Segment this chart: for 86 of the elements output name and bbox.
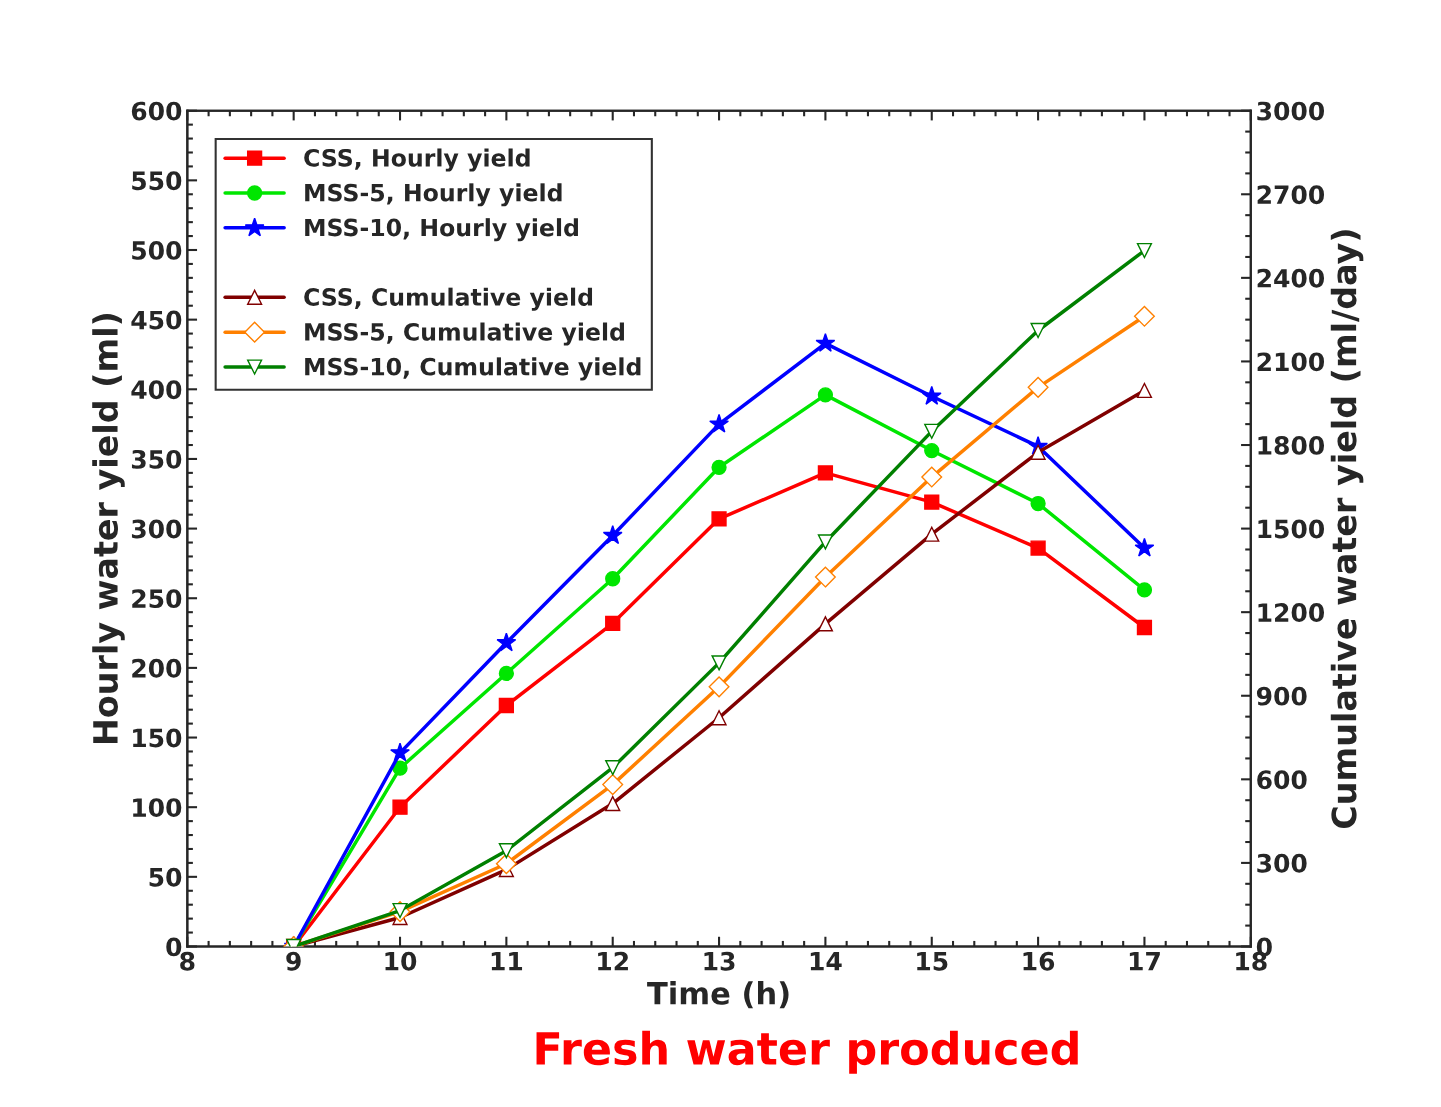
point <box>1030 540 1046 556</box>
point <box>1134 537 1155 557</box>
point <box>602 774 624 796</box>
y2-tick-label: 1500 <box>1258 519 1325 539</box>
point <box>1027 376 1049 398</box>
x-tick-label: 10 <box>385 951 417 971</box>
y2-tick-label: 1200 <box>1258 603 1325 623</box>
point <box>817 387 834 403</box>
point <box>496 632 517 652</box>
point <box>708 676 730 698</box>
point <box>498 697 515 714</box>
point <box>1133 305 1155 327</box>
point <box>1030 444 1046 460</box>
y-tick-label: 50 <box>149 867 182 887</box>
y-tick-label: 100 <box>133 798 182 818</box>
legend-label: MSS-5, Hourly yield <box>305 183 562 207</box>
y2-tick-label: 900 <box>1256 686 1307 706</box>
y2-tick-label: 3000 <box>1257 101 1325 121</box>
point <box>815 332 836 352</box>
y-tick-label: 150 <box>133 728 182 748</box>
text: Fresh water produced <box>536 1030 1078 1074</box>
y-tick-label: 0 <box>166 937 182 957</box>
point <box>602 525 623 545</box>
x-tick-label: 17 <box>1129 952 1160 971</box>
point <box>498 843 515 859</box>
y-axis-title: Hourly water yield (ml) <box>92 314 125 743</box>
point <box>817 534 834 550</box>
y-tick-label: 450 <box>131 310 182 330</box>
x-tick-label: 11 <box>491 952 523 971</box>
x-tick-label: 12 <box>598 951 628 971</box>
point <box>921 385 942 405</box>
point <box>495 853 517 875</box>
point <box>1136 619 1153 636</box>
point <box>924 526 940 542</box>
point <box>605 759 621 776</box>
x-tick-label: 8 <box>180 951 195 971</box>
point <box>711 459 727 475</box>
y-tick-label: 400 <box>131 380 182 400</box>
legend-label: MSS-10, Hourly yield <box>305 218 578 242</box>
x-axis-title: Time (h) <box>647 981 789 1009</box>
point <box>1136 242 1153 259</box>
y2-tick-label: 1800 <box>1258 435 1325 455</box>
point <box>605 795 621 812</box>
point <box>924 494 940 510</box>
point <box>711 710 727 726</box>
point <box>709 413 729 433</box>
y2-tick-label: 2100 <box>1257 352 1325 372</box>
point <box>924 423 940 440</box>
point <box>498 665 515 682</box>
y-tick-label: 200 <box>132 658 182 678</box>
y2-axis-title: Cumulative water yield (ml/day) <box>1330 230 1364 829</box>
legend-label: MSS-5, Cumulative yield <box>305 322 624 346</box>
y-tick-label: 600 <box>131 101 182 121</box>
point <box>1030 322 1046 339</box>
x-tick-label: 14 <box>810 952 842 971</box>
x-tick-label: 16 <box>1023 951 1055 971</box>
point <box>711 511 727 527</box>
y2-tick-label: 600 <box>1257 770 1307 790</box>
point <box>711 655 727 671</box>
legend-label: CSS, Hourly yield <box>304 148 530 172</box>
x-tick-label: 15 <box>917 952 948 971</box>
y-tick-label: 300 <box>131 519 182 539</box>
point <box>1136 382 1153 399</box>
point <box>392 760 408 776</box>
point <box>390 742 410 762</box>
x-tick-label: 9 <box>286 951 301 971</box>
point <box>1136 582 1153 598</box>
y2-tick-label: 300 <box>1257 853 1307 873</box>
point <box>392 799 408 815</box>
legend-label: CSS, Cumulative yield <box>304 287 593 311</box>
point <box>814 566 836 588</box>
y-tick-label: 500 <box>132 240 182 260</box>
y2-tick-label: 2700 <box>1257 185 1325 205</box>
y-tick-label: 250 <box>132 589 182 609</box>
y-tick-label: 550 <box>132 171 182 191</box>
point <box>921 466 943 488</box>
point <box>817 465 834 481</box>
legend-label: MSS-10, Cumulative yield <box>305 357 641 381</box>
point <box>605 615 621 631</box>
x-tick-label: 13 <box>704 951 735 971</box>
y2-tick-label: 2400 <box>1257 268 1325 288</box>
y-tick-label: 350 <box>131 449 182 469</box>
point <box>817 616 834 632</box>
point <box>1030 495 1046 512</box>
point <box>605 571 621 587</box>
point <box>924 442 940 459</box>
